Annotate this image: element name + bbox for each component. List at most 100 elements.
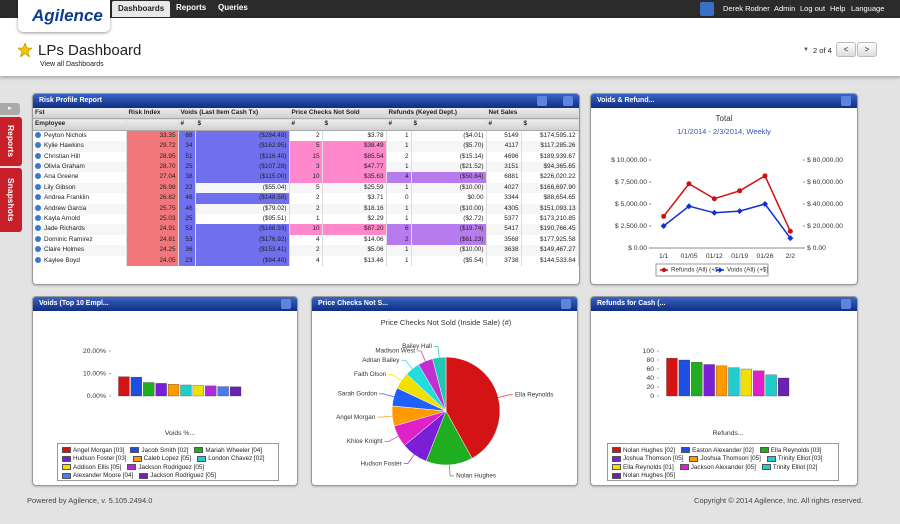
point-marker bbox=[686, 181, 692, 187]
nav-tab[interactable]: Queries bbox=[218, 3, 248, 12]
cell-text: 4305 bbox=[504, 204, 519, 212]
table-cell: ($168.93) bbox=[195, 224, 290, 235]
nav-tab[interactable]: Dashboards bbox=[112, 1, 171, 17]
side-tab[interactable]: Snapshots bbox=[0, 168, 22, 232]
favorite-star[interactable] bbox=[18, 43, 32, 57]
line-panel: Voids & Refund... Total 1/1/2014 - 2/3/20… bbox=[590, 93, 858, 285]
cell-text: $144,533.84 bbox=[539, 256, 576, 264]
panel-expand[interactable] bbox=[561, 299, 571, 309]
cell-text: $174,595.12 bbox=[539, 131, 576, 139]
legend-swatch bbox=[761, 464, 771, 471]
cell-text: 3151 bbox=[504, 163, 519, 171]
cell-text: ($55.04) bbox=[262, 183, 287, 191]
table-cell: 1 bbox=[386, 141, 412, 152]
table-cell: $47.77 bbox=[322, 162, 387, 173]
nav-tab[interactable]: Reports bbox=[176, 3, 207, 12]
cell-text: 3638 bbox=[504, 246, 519, 254]
cell-text: 5377 bbox=[504, 215, 519, 223]
bar-chart: 0.00% 10.00% 20.00% Voids %... bbox=[83, 348, 242, 437]
table-cell: $166,697.90 bbox=[521, 182, 579, 194]
table-cell: $3.71 bbox=[322, 193, 387, 204]
legend-swatch bbox=[612, 464, 621, 471]
cell-text: 4 bbox=[404, 173, 409, 181]
panel-expand[interactable] bbox=[841, 96, 851, 106]
logo[interactable]: Agilence bbox=[18, 0, 110, 32]
legend-item: Jackson Rodriguez [05] bbox=[127, 463, 204, 472]
panel-expand[interactable] bbox=[281, 299, 291, 309]
table-cell: $190,766.45 bbox=[521, 224, 579, 235]
cell-text: Kayla Arnold bbox=[44, 215, 80, 223]
download-icon[interactable] bbox=[700, 2, 714, 16]
cell-text: ($168.93) bbox=[259, 225, 287, 233]
user-link[interactable]: Admin bbox=[774, 4, 796, 13]
user-link[interactable]: Log out bbox=[800, 4, 826, 13]
next-button[interactable]: > bbox=[857, 42, 877, 57]
table-cell: 36 bbox=[178, 245, 196, 256]
point-marker bbox=[762, 201, 768, 207]
table-cell: ($10.00) bbox=[411, 182, 487, 194]
series-line bbox=[663, 203, 791, 239]
cell-text: ($21.52) bbox=[459, 163, 484, 171]
y-tick-label: $ 2,500.00 bbox=[615, 223, 647, 230]
point-marker bbox=[737, 188, 743, 194]
table-cell: 1 bbox=[386, 245, 412, 256]
leader-line bbox=[498, 394, 513, 398]
all-dashboards-link[interactable]: View all Dashboards bbox=[40, 61, 104, 68]
cell-text: 26.82 bbox=[159, 194, 176, 202]
cell-text: ($5.54) bbox=[463, 256, 484, 264]
table-cell: 3568 bbox=[486, 234, 522, 246]
table-row: Kayla Arnold 25.03 25 ($95.51) 1 $2.29 1 ($2.72… bbox=[33, 214, 579, 225]
bar bbox=[740, 368, 752, 397]
pager: 2 of 4 bbox=[813, 46, 832, 55]
table-cell: 46 bbox=[178, 193, 196, 204]
cell-text: ($153.41) bbox=[259, 246, 287, 254]
table-cell: $177,925.58 bbox=[521, 234, 579, 246]
table-cell: 2 bbox=[289, 193, 323, 204]
legend-label: Ella Reynolds [03] bbox=[770, 446, 822, 454]
cell-text: ($115.00) bbox=[259, 173, 287, 181]
leader-line bbox=[388, 374, 402, 381]
table-row: Dominic Ramirez 24.81 53 ($176.92) 4 $14.06 2 (… bbox=[33, 234, 579, 246]
legend-item: Nolan Hughes [05] bbox=[612, 472, 675, 481]
panel-body: Fst Risk Index Voids (Last Item Cash Tx) Pr… bbox=[33, 108, 579, 267]
legend-swatch bbox=[194, 447, 204, 454]
panel-menu[interactable] bbox=[537, 96, 547, 106]
cell-text: 4117 bbox=[504, 142, 519, 150]
cell-text: $47.77 bbox=[363, 163, 384, 171]
info-icon bbox=[35, 225, 41, 232]
pie-chart: Price Checks Not Sold (Inside Sale) (#) E… bbox=[336, 318, 554, 480]
slice-label: Ella Reynolds bbox=[515, 392, 554, 399]
side-toggle[interactable]: ▸ bbox=[0, 103, 20, 115]
side-tab[interactable]: Reports bbox=[0, 117, 22, 166]
y-tick-label: 100 bbox=[643, 348, 655, 355]
cell-text: 25 bbox=[185, 215, 193, 223]
panel-expand[interactable] bbox=[841, 299, 851, 309]
cell-text: $190,766.45 bbox=[539, 225, 576, 233]
cell-text: 6 bbox=[404, 225, 409, 233]
table-cell: $35.63 bbox=[322, 172, 387, 183]
pager-menu[interactable]: ▼ bbox=[803, 47, 809, 53]
panel-expand[interactable] bbox=[563, 96, 573, 106]
bar bbox=[229, 386, 242, 397]
cell-text: $3.71 bbox=[367, 194, 384, 202]
user-link[interactable]: Derek Rodner bbox=[723, 4, 770, 13]
user-link[interactable]: Help bbox=[830, 4, 846, 13]
legend-swatch bbox=[62, 447, 71, 454]
y2-tick-label: $ 20,000.00 bbox=[807, 223, 843, 230]
bar bbox=[777, 377, 790, 397]
legend-swatch bbox=[612, 447, 621, 454]
cell-text: 1 bbox=[404, 256, 409, 264]
cell-text: $88,654.65 bbox=[543, 194, 576, 202]
prev-button[interactable]: < bbox=[836, 42, 856, 57]
table-row: Claire Holmes 24.25 36 ($153.41) 2 $5.06 1 ($10… bbox=[33, 245, 579, 256]
legend-swatch bbox=[130, 447, 140, 454]
table-cell: $87.20 bbox=[322, 224, 387, 235]
cell-text: 2 bbox=[315, 131, 320, 139]
cell-text: ($148.58) bbox=[259, 194, 287, 202]
y-tick-label: $ 5,000.00 bbox=[615, 201, 647, 208]
legend-swatch bbox=[612, 472, 621, 479]
legend-swatch bbox=[197, 455, 207, 462]
legend-label: Angel Morgan [03] bbox=[73, 446, 125, 454]
user-link[interactable]: Language bbox=[851, 4, 885, 13]
table-cell: $0.00 bbox=[411, 193, 487, 204]
